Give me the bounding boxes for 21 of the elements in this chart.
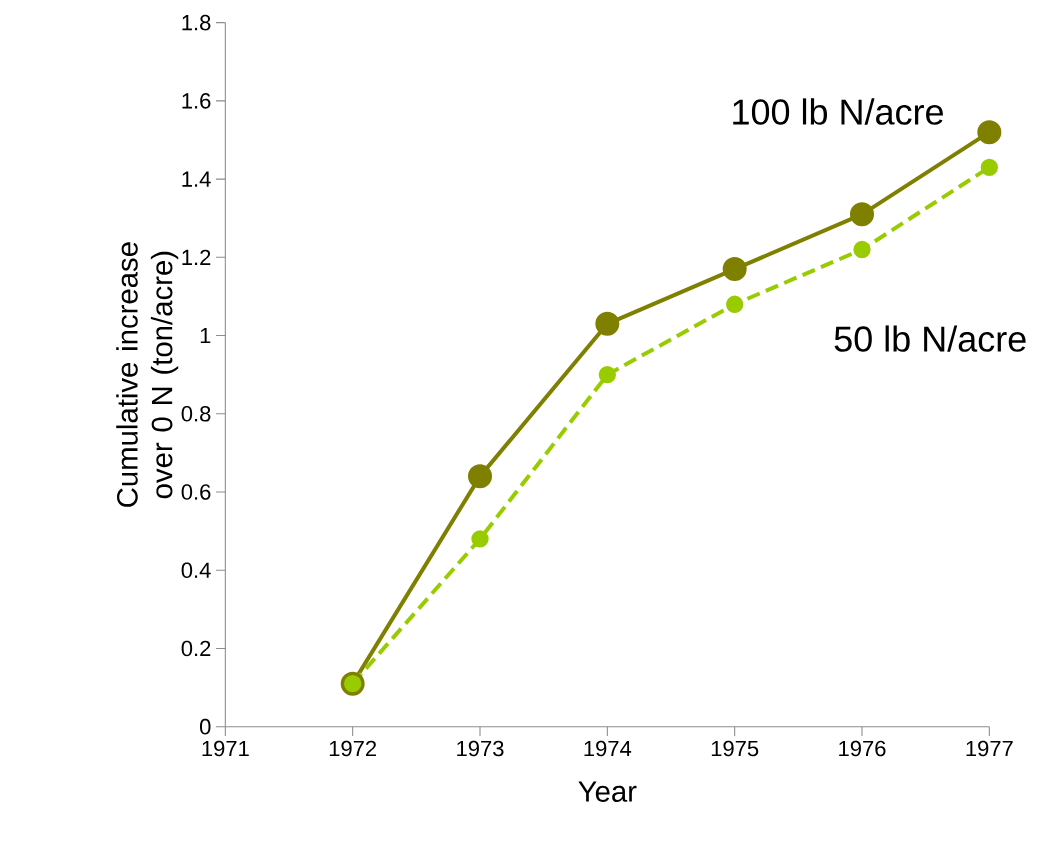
- series-label: 50 lb N/acre: [834, 325, 1026, 352]
- y-tick-label: 0.2: [181, 640, 211, 657]
- y-tick-label: 1.6: [182, 93, 211, 109]
- y-tick-label: 0.4: [181, 562, 211, 578]
- y-tick-label: 0: [199, 718, 211, 735]
- y-tick-label: 1.2: [182, 249, 211, 266]
- x-tick-label: 1973: [457, 740, 504, 757]
- y-tick-label: 0.8: [181, 405, 211, 422]
- y-tick-label: 1.4: [182, 171, 211, 187]
- x-tick-label: 1971: [202, 740, 249, 757]
- x-tick-label: 1976: [839, 740, 886, 757]
- x-axis-title: Year: [578, 781, 637, 802]
- x-tick-label: 1972: [329, 740, 377, 757]
- y-tick-label: 0.6: [181, 484, 211, 500]
- y-axis-title: Cumulative increase over 0 N (ton/acre): [116, 242, 179, 507]
- series-label: 100 lb N/acre: [733, 98, 943, 125]
- x-tick-label: 1977: [966, 740, 1013, 757]
- y-tick-label: 1: [200, 327, 211, 344]
- x-tick-label: 1974: [584, 740, 632, 757]
- x-tick-label: 1975: [711, 740, 759, 757]
- y-tick-label: 1.8: [182, 14, 211, 31]
